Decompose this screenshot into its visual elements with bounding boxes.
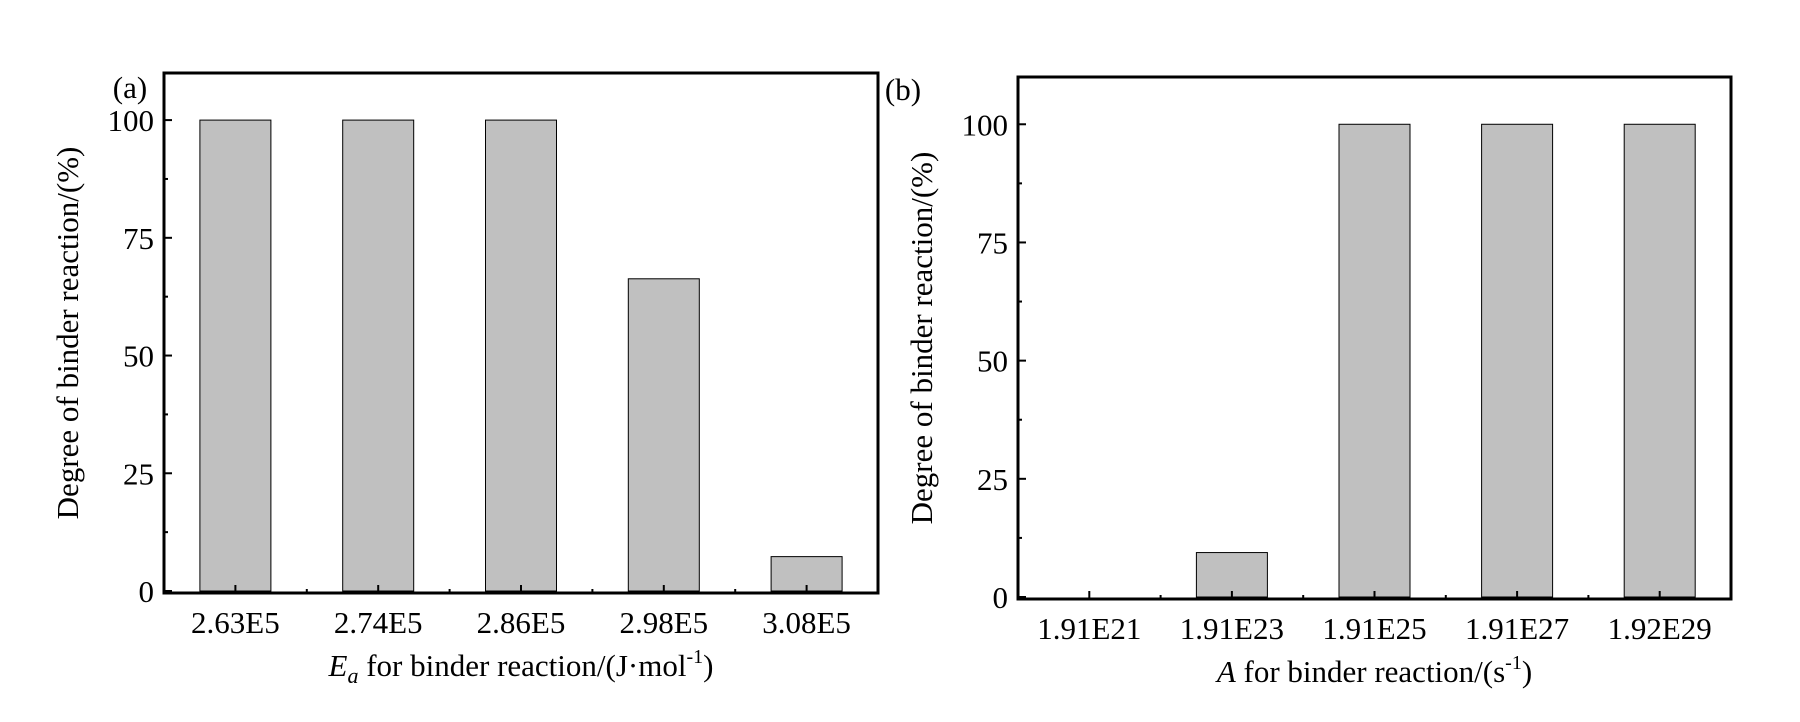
x-tick-label: 2.74E5 (334, 605, 423, 640)
chart-panel-b: 1.91E21 1.91E23 1.91E25 1.91E27 1.92E29 0 25 50… (885, 72, 1733, 689)
x-tick-label: 1.91E21 (1037, 611, 1141, 646)
bar (1338, 123, 1411, 598)
x-axis-label: A for binder reaction/(s-1) (1215, 652, 1532, 689)
x-tick-label: 1.91E27 (1465, 611, 1569, 646)
x-label-text: for binder reaction/(s (1236, 654, 1505, 689)
x-label-symbol: A (1215, 654, 1237, 689)
x-label-end: ) (1522, 654, 1532, 689)
plot-frame (1016, 75, 1733, 601)
bar (627, 278, 700, 592)
panel-label: (a) (113, 70, 147, 105)
y-tick-label: 100 (962, 107, 1009, 142)
x-tick-label: 1.92E29 (1608, 611, 1712, 646)
bar (199, 119, 272, 592)
y-tick-label: 0 (139, 574, 155, 609)
bar (485, 119, 557, 592)
x-tick-label: 1.91E25 (1322, 611, 1426, 646)
x-label-superscript: -1 (686, 646, 703, 668)
chart-panel-a: 2.63E5 2.74E5 2.86E5 2.98E5 3.08E5 0 25 50 75 100… (50, 70, 880, 688)
panel-label: (b) (885, 72, 921, 107)
plot-frame (162, 71, 880, 595)
y-tick-label: 75 (123, 221, 154, 256)
x-tick-label: 2.63E5 (191, 605, 280, 640)
x-tick-label: 2.98E5 (619, 605, 708, 640)
x-tick-label: 2.86E5 (477, 605, 566, 640)
x-label-subscript: a (347, 663, 358, 688)
y-axis-label: Degree of binder reaction/(%) (50, 147, 85, 520)
x-label-symbol: E (328, 648, 348, 683)
bar (342, 119, 415, 592)
y-tick-label: 75 (977, 225, 1008, 260)
x-tick-label: 1.91E23 (1180, 611, 1284, 646)
y-tick-label: 50 (123, 339, 154, 374)
x-label-end: ) (703, 648, 713, 683)
bar (1195, 552, 1268, 598)
y-tick-label: 25 (977, 462, 1008, 497)
y-tick-label: 25 (123, 456, 154, 491)
x-axis-label: Ea for binder reaction/(J·mol-1) (328, 646, 714, 688)
y-tick-label: 50 (977, 344, 1008, 379)
bar (1623, 123, 1696, 598)
x-label-superscript: -1 (1505, 652, 1522, 674)
y-tick-label: 100 (108, 103, 155, 138)
x-label-text: for binder reaction/(J·mol (358, 648, 686, 683)
x-tick-label: 3.08E5 (762, 605, 851, 640)
y-tick-label: 0 (993, 580, 1009, 615)
y-axis-label: Degree of binder reaction/(%) (904, 152, 939, 525)
bar (1481, 123, 1554, 598)
